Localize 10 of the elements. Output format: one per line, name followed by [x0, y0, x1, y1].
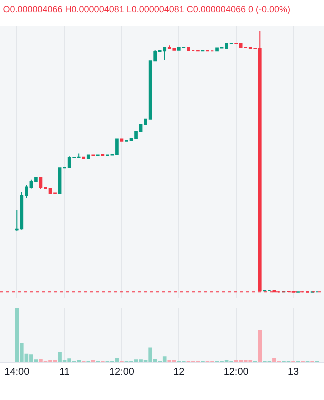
x-tick-label: 12 — [174, 367, 186, 378]
x-tick-label: 12:00 — [109, 367, 135, 378]
x-tick-label: 11 — [60, 367, 70, 378]
chart-title: O0.000004066 H0.000004081 L0.000004081 C0.000004066 0 (-0.00%) — [3, 4, 290, 14]
x-tick-label: 14:00 — [4, 367, 30, 378]
candlestick — [86, 154, 90, 160]
bar — [258, 330, 262, 362]
x-tick-label: 13 — [288, 367, 300, 378]
x-tick-label: 12:00 — [224, 367, 250, 378]
candlestick — [187, 46, 190, 52]
